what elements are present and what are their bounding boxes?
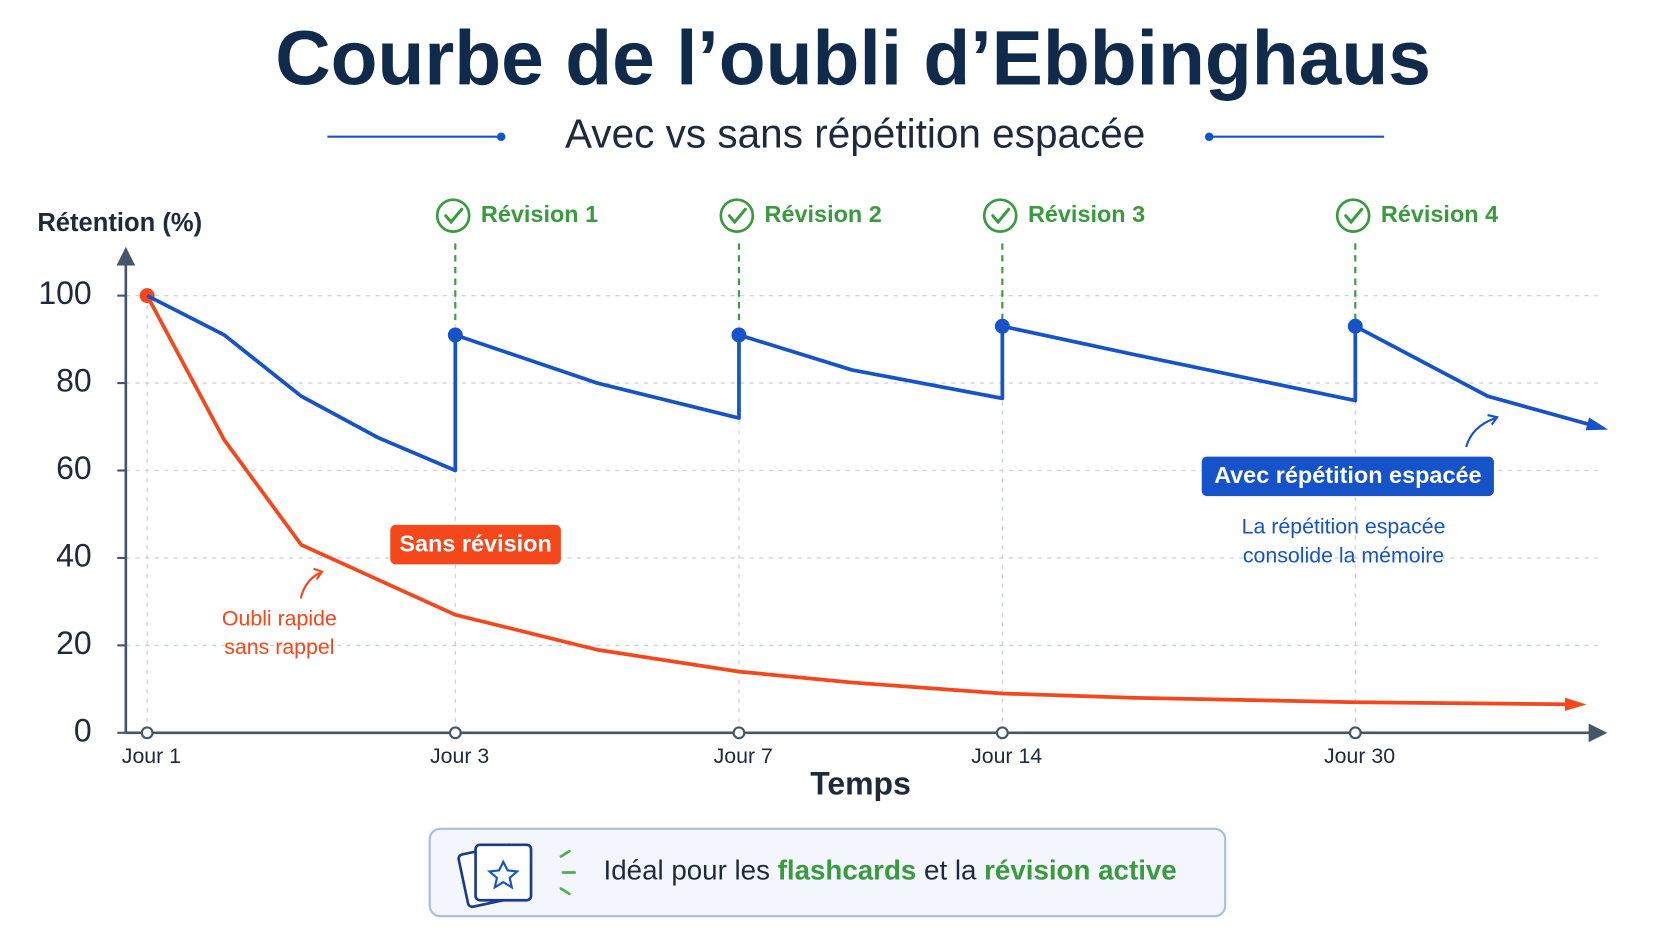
flashcard-icon (457, 843, 533, 909)
check-icon (435, 198, 471, 233)
x-tick-label: Jour 14 (971, 744, 1042, 768)
note-arrow (1465, 417, 1496, 448)
arrow-head (1585, 417, 1609, 431)
note-arrow-head (313, 567, 324, 580)
revision-label: Révision 2 (765, 201, 882, 227)
series-line (145, 294, 1576, 707)
note-arrow-head (1487, 414, 1499, 426)
footer-highlight: flashcards (778, 855, 917, 886)
footer-part: et la (916, 855, 984, 886)
y-tick-label: 100 (38, 275, 91, 311)
chart-title: Courbe de l’oubli d’Ebbinghaus (275, 17, 1431, 102)
footer: Idéal pour les flashcards et la révision… (428, 827, 1227, 918)
x-tick-label: Jour 7 (714, 744, 773, 768)
check-mark (444, 207, 464, 225)
y-axis-label: Rétention (%) (37, 209, 202, 237)
legend-badge (1201, 456, 1494, 497)
y-tick-label: 40 (56, 537, 92, 573)
subtitle-dot (496, 132, 506, 142)
check-icon (982, 198, 1018, 233)
x-tick-label: Jour 1 (122, 744, 181, 768)
note-arrow (299, 571, 321, 599)
x-tick-label: Jour 30 (1324, 744, 1395, 768)
data-point (1347, 318, 1363, 334)
footer-box (428, 827, 1227, 918)
x-tick (732, 726, 746, 740)
check-icon (1335, 198, 1371, 233)
check-icon (719, 198, 755, 233)
arrow-head (1564, 697, 1587, 711)
check-mark (1344, 207, 1364, 225)
revision-label: Révision 4 (1381, 201, 1498, 227)
x-tick-label: Jour 3 (430, 744, 489, 768)
note-line: Oubli rapide (222, 606, 337, 630)
x-axis-label: Temps (810, 766, 911, 802)
x-tick (448, 726, 462, 740)
note-line: La répétition espacée (1242, 515, 1446, 539)
x-tick (140, 726, 154, 740)
legend-label: Avec répétition espacée (1214, 462, 1481, 488)
series-line (146, 293, 1599, 473)
note-line: sans rappel (224, 635, 334, 659)
chart-subtitle: Avec vs sans répétition espacée (565, 110, 1145, 156)
x-tick (995, 726, 1009, 740)
legend-label: Sans révision (399, 530, 551, 556)
legend-badge (390, 524, 561, 565)
footer-part: Idéal pour les (604, 855, 778, 886)
data-point (994, 318, 1010, 334)
check-mark (727, 207, 747, 225)
revision-label: Révision 3 (1028, 201, 1145, 227)
revision-label: Révision 1 (481, 201, 598, 227)
footer-text: Idéal pour les flashcards et la révision… (604, 855, 1177, 886)
y-tick-label: 80 (56, 363, 92, 399)
y-tick-label: 60 (56, 450, 92, 486)
data-point (731, 327, 747, 343)
y-tick-label: 20 (56, 625, 92, 661)
check-mark (991, 207, 1011, 225)
footer-highlight: révision active (984, 855, 1177, 886)
subtitle-dot (1204, 132, 1214, 142)
note-line: consolide la mémoire (1243, 543, 1444, 567)
y-tick-label: 0 (74, 712, 92, 748)
sparkle (559, 849, 577, 896)
data-point (447, 327, 463, 343)
x-tick (1348, 726, 1362, 740)
